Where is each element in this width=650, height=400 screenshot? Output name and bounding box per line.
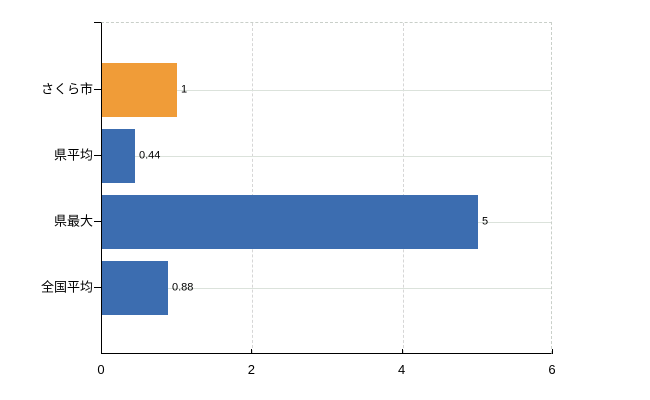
vertical-gridline <box>252 23 254 353</box>
bar-2 <box>102 129 135 183</box>
category-label-4: 全国平均 <box>40 279 93 295</box>
x-axis-tick-label: 6 <box>548 362 556 377</box>
category-label-2: 県平均 <box>53 147 93 163</box>
x-axis-tick-label: 0 <box>97 362 105 377</box>
horizontal-gridline <box>102 156 551 157</box>
y-axis-top-tick <box>94 22 101 23</box>
y-axis-tick <box>94 89 101 90</box>
category-label-1: さくら市 <box>40 81 93 97</box>
bar-value-label: 5 <box>482 215 489 228</box>
y-axis-tick <box>94 287 101 288</box>
plot-area: 1 0.44 5 0.88 <box>101 22 552 354</box>
x-axis-tick-label: 4 <box>398 362 406 377</box>
bar-value-label: 1 <box>181 83 188 96</box>
x-axis-tick <box>401 349 403 354</box>
horizontal-gridline <box>102 288 551 289</box>
x-axis-tick-label: 2 <box>247 362 255 377</box>
bar-value-label: 0.44 <box>139 149 161 162</box>
bar-4 <box>102 261 168 315</box>
y-axis-tick <box>94 155 101 156</box>
category-label-3: 県最大 <box>53 213 93 229</box>
horizontal-gridline <box>102 90 551 91</box>
x-axis-tick <box>552 349 553 354</box>
bar-value-label: 0.88 <box>172 281 194 294</box>
y-axis-tick <box>94 221 101 222</box>
vertical-gridline <box>402 23 404 353</box>
bar-3 <box>102 195 478 249</box>
x-axis-tick <box>251 349 253 354</box>
bar-1 <box>102 63 177 117</box>
